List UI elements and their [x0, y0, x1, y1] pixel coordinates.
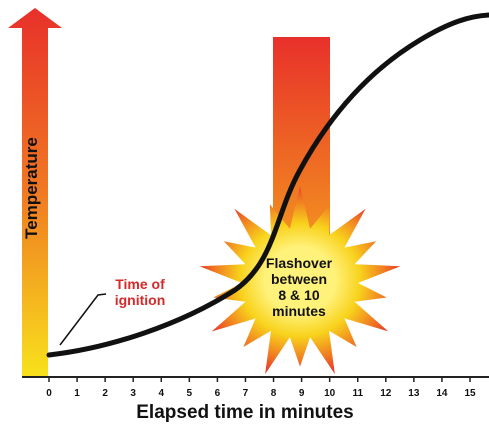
x-tick-label: 0	[46, 388, 52, 399]
y-axis-title: Temperature	[22, 137, 41, 239]
x-tick-label: 15	[464, 388, 476, 399]
x-tick-label: 7	[243, 388, 249, 399]
x-tick-label: 8	[271, 388, 277, 399]
x-tick-label: 6	[215, 388, 221, 399]
x-tick-label: 2	[102, 388, 108, 399]
callout-line: 8 & 10	[278, 287, 319, 303]
annotation-leader	[60, 294, 106, 345]
x-tick-label: 10	[324, 388, 336, 399]
x-axis-title: Elapsed time in minutes	[136, 402, 354, 423]
x-tick-label: 12	[380, 388, 392, 399]
annotation-line: ignition	[115, 292, 166, 308]
diagram: 0123456789101112131415 Temperature Elaps…	[0, 0, 489, 424]
annotation-line: Time of	[115, 276, 165, 292]
x-tick-label: 5	[187, 388, 193, 399]
x-tick-label: 4	[158, 388, 164, 399]
callout-line: between	[271, 271, 327, 287]
x-tick-label: 1	[74, 388, 80, 399]
x-tick-label: 3	[130, 388, 136, 399]
x-tick-label: 14	[436, 388, 448, 399]
x-tick-label: 9	[299, 388, 305, 399]
x-tick-label: 11	[352, 388, 363, 399]
callout-line: Flashover	[266, 255, 333, 271]
callout-line: minutes	[272, 303, 326, 319]
x-tick-label: 13	[408, 388, 420, 399]
